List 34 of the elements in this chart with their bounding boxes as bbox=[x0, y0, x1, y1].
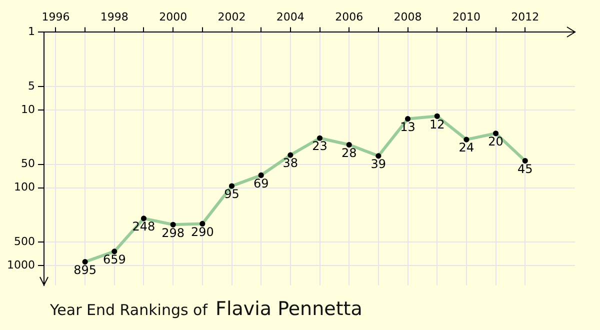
data-label: 895 bbox=[74, 262, 97, 277]
y-tick-label: 1 bbox=[28, 25, 35, 38]
y-tick-label: 500 bbox=[14, 234, 35, 248]
x-tick-label: 2004 bbox=[276, 10, 304, 24]
x-tick-label: 2012 bbox=[511, 10, 540, 24]
data-label: 38 bbox=[282, 156, 298, 170]
text: Flavia Pennetta bbox=[216, 298, 362, 320]
x-tick-label: 2002 bbox=[218, 10, 246, 24]
y-tick-label: 50 bbox=[20, 157, 35, 170]
x-tick-label: 1996 bbox=[42, 10, 70, 24]
data-label: 248 bbox=[132, 220, 156, 234]
data-label: 298 bbox=[162, 226, 185, 240]
data-label: 23 bbox=[312, 139, 328, 154]
y-tick-label: 10 bbox=[20, 102, 35, 116]
data-label: 39 bbox=[370, 157, 386, 172]
data-label: 69 bbox=[253, 176, 269, 190]
data-label: 290 bbox=[190, 224, 214, 239]
data-label: 12 bbox=[429, 117, 445, 132]
data-label: 28 bbox=[341, 146, 357, 160]
y-tick-label: 1000 bbox=[6, 258, 35, 272]
x-tick-label: 2006 bbox=[335, 10, 364, 24]
x-tick-label: 2010 bbox=[452, 10, 480, 24]
data-label: 20 bbox=[488, 134, 504, 149]
y-tick-label: 100 bbox=[14, 180, 35, 194]
data-label: 95 bbox=[224, 187, 240, 202]
data-label: 45 bbox=[517, 162, 533, 176]
data-label: 659 bbox=[102, 252, 126, 267]
data-label: 13 bbox=[400, 120, 416, 134]
x-tick-label: 1998 bbox=[100, 10, 128, 24]
y-tick-label: 5 bbox=[28, 79, 35, 92]
text: Year End Rankings of bbox=[50, 301, 208, 319]
x-tick-label: 2008 bbox=[394, 10, 422, 24]
x-tick-label: 2000 bbox=[159, 10, 188, 24]
data-label: 24 bbox=[458, 140, 474, 155]
